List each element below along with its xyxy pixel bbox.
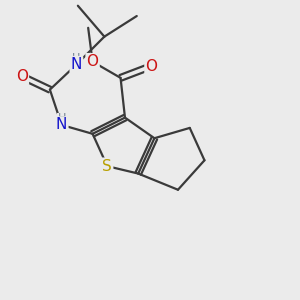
Text: H: H: [72, 53, 81, 63]
Text: H: H: [58, 113, 66, 124]
Text: S: S: [102, 159, 112, 174]
Text: N: N: [56, 118, 68, 133]
Text: O: O: [146, 58, 158, 74]
Text: O: O: [16, 69, 28, 84]
Text: O: O: [87, 54, 99, 69]
Text: N: N: [71, 57, 82, 72]
